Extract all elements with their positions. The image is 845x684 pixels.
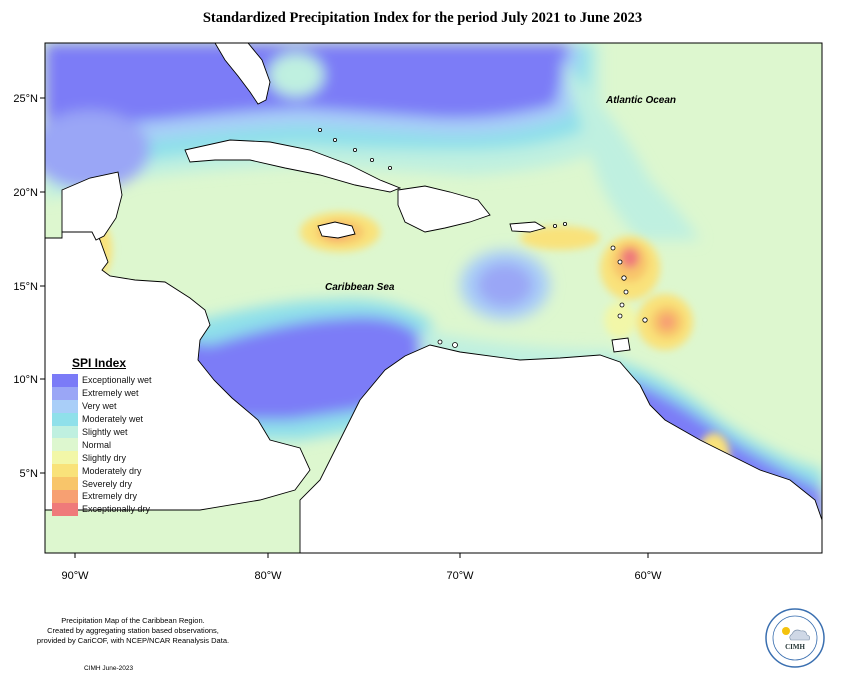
map-title: Standardized Precipitation Index for the… bbox=[202, 10, 643, 26]
legend-swatch bbox=[52, 425, 78, 439]
legend-label: Exceptionally wet bbox=[82, 375, 152, 386]
caption-line-3: provided by CariCOF, with NCEP/NCAR Rean… bbox=[36, 636, 230, 645]
legend-label: Normal bbox=[82, 439, 112, 450]
legend-rows: Exceptionally wet Extremely wet Very wet Mo… bbox=[52, 374, 182, 516]
legend-label: Extremely wet bbox=[82, 388, 139, 399]
legend-label: Slightly dry bbox=[82, 452, 127, 463]
y-tick-label: 25°N bbox=[13, 93, 38, 105]
legend-label: Extremely dry bbox=[82, 491, 138, 502]
x-tick-label: 90°W bbox=[61, 570, 89, 582]
legend-label: Moderately dry bbox=[82, 465, 142, 476]
legend-swatch bbox=[52, 399, 78, 413]
legend-item: Very wet bbox=[52, 399, 182, 413]
x-axis: 90°W 80°W 70°W 60°W bbox=[61, 553, 662, 582]
legend-swatch bbox=[52, 464, 78, 478]
legend-swatch bbox=[52, 477, 78, 491]
map-credit: CIMH June-2023 bbox=[84, 665, 134, 672]
caption-line-2: Created by aggregating station based obs… bbox=[47, 626, 219, 635]
y-tick-label: 5°N bbox=[20, 468, 39, 480]
legend-item: Moderately wet bbox=[52, 412, 182, 426]
spi-field bbox=[45, 43, 822, 553]
x-tick-label: 60°W bbox=[634, 570, 662, 582]
legend-label: Moderately wet bbox=[82, 414, 144, 425]
cimh-logo-icon: CIMH bbox=[765, 608, 825, 668]
legend-item: Normal bbox=[52, 438, 182, 452]
y-tick-label: 15°N bbox=[13, 281, 38, 293]
legend-title: SPI Index bbox=[72, 356, 127, 370]
caption-line-1: Precipitation Map of the Caribbean Regio… bbox=[61, 616, 205, 625]
atlantic-ocean-label: Atlantic Ocean bbox=[605, 95, 676, 106]
legend-item: Moderately dry bbox=[52, 464, 182, 478]
y-tick-label: 20°N bbox=[13, 187, 38, 199]
y-axis: 25°N 20°N 15°N 10°N 5°N bbox=[13, 93, 45, 480]
legend-item: Extremely wet bbox=[52, 386, 182, 400]
legend-item: Slightly wet bbox=[52, 425, 182, 439]
spi-legend: SPI Index Exceptionally wet Extremely wet… bbox=[52, 356, 182, 516]
land-masses bbox=[45, 43, 822, 553]
legend-swatch bbox=[52, 386, 78, 400]
map-caption: Precipitation Map of the Caribbean Regio… bbox=[18, 616, 248, 646]
legend-swatch bbox=[52, 412, 78, 426]
legend-item: Exceptionally dry bbox=[52, 502, 182, 516]
legend-label: Severely dry bbox=[82, 478, 133, 489]
logo-text: CIMH bbox=[785, 643, 805, 651]
y-tick-label: 10°N bbox=[13, 374, 38, 386]
legend-item: Extremely dry bbox=[52, 490, 182, 503]
legend-swatch bbox=[52, 438, 78, 452]
legend-label: Slightly wet bbox=[82, 427, 128, 437]
map-frame bbox=[44, 42, 823, 554]
legend-item: Slightly dry bbox=[52, 451, 182, 465]
legend-label: Exceptionally dry bbox=[82, 504, 151, 515]
x-tick-label: 70°W bbox=[446, 570, 474, 582]
legend-item: Severely dry bbox=[52, 477, 182, 491]
legend-swatch bbox=[52, 502, 78, 516]
small-islands bbox=[317, 127, 648, 348]
caribbean-sea-label: Caribbean Sea bbox=[325, 282, 395, 293]
legend-item: Exceptionally wet bbox=[52, 374, 182, 387]
legend-swatch bbox=[52, 490, 78, 503]
x-tick-label: 80°W bbox=[254, 570, 282, 582]
legend-swatch bbox=[52, 451, 78, 465]
legend-swatch bbox=[52, 374, 78, 387]
legend-label: Very wet bbox=[82, 401, 117, 412]
